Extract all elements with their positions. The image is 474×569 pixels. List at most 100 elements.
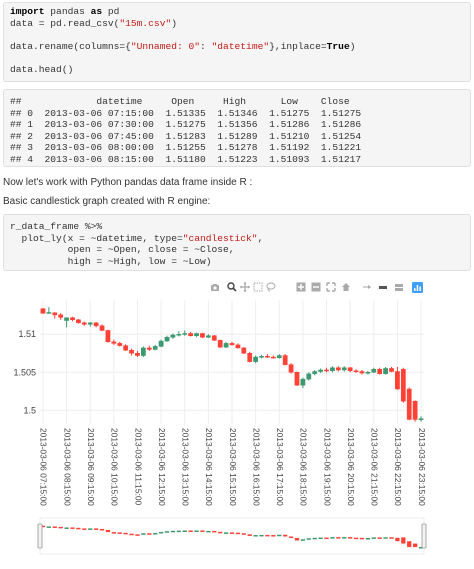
- candle-increasing[interactable]: [164, 337, 170, 342]
- range-slider-handle-right[interactable]: [421, 523, 427, 549]
- range-slider-handle-left[interactable]: [37, 523, 43, 549]
- zoom-out-icon[interactable]: [311, 282, 321, 292]
- candle-decreasing[interactable]: [270, 356, 276, 359]
- candle-decreasing[interactable]: [129, 349, 134, 354]
- candle-decreasing[interactable]: [93, 322, 99, 327]
- candle-increasing[interactable]: [87, 322, 93, 325]
- candle-decreasing[interactable]: [58, 314, 64, 318]
- candle-increasing[interactable]: [194, 333, 199, 337]
- slider-candle-decreasing: [288, 536, 294, 539]
- candle-decreasing[interactable]: [324, 369, 329, 372]
- lasso-icon[interactable]: [266, 282, 276, 292]
- candle-decreasing[interactable]: [217, 340, 223, 348]
- hover-closest-icon[interactable]: [378, 282, 388, 292]
- candle-increasing[interactable]: [152, 346, 158, 350]
- candle-decreasing[interactable]: [188, 333, 194, 337]
- candle-decreasing[interactable]: [294, 372, 300, 386]
- candle-decreasing[interactable]: [70, 317, 75, 321]
- candlestick-chart[interactable]: 1.5 1.505 1.51 2013-03-06 07:15:00 2013-03-0…: [0, 296, 474, 566]
- candle-decreasing[interactable]: [229, 343, 235, 346]
- code-block-python: import pandas as pd data = pd.read_csv("…: [3, 2, 471, 82]
- candle-decreasing[interactable]: [395, 371, 400, 390]
- candle-decreasing[interactable]: [40, 308, 46, 314]
- zoom-in-icon[interactable]: [296, 282, 306, 292]
- range-slider[interactable]: [39, 517, 425, 555]
- box-select-icon[interactable]: [253, 282, 263, 292]
- x-tick-label: 2013-03-06 21:15:00: [370, 428, 380, 506]
- candle-decreasing[interactable]: [359, 371, 365, 374]
- candle-increasing[interactable]: [141, 347, 146, 356]
- candle-increasing[interactable]: [223, 343, 229, 348]
- candle-increasing[interactable]: [205, 335, 211, 338]
- candle-increasing[interactable]: [46, 312, 52, 314]
- candle-increasing[interactable]: [371, 368, 377, 373]
- candle-decreasing[interactable]: [105, 330, 111, 343]
- candle-decreasing[interactable]: [335, 367, 341, 371]
- candle-increasing[interactable]: [158, 340, 164, 347]
- code-text: high = ~High, low = ~Low): [10, 255, 212, 267]
- camera-icon[interactable]: [210, 282, 220, 292]
- candle-decreasing[interactable]: [76, 319, 81, 324]
- code-text: pandas: [44, 6, 91, 17]
- x-tick-label: 2013-03-06 08:15:00: [62, 428, 72, 506]
- candle-decreasing[interactable]: [353, 370, 359, 372]
- candle-increasing[interactable]: [170, 334, 176, 338]
- candle-increasing[interactable]: [253, 356, 259, 362]
- candle-decreasing[interactable]: [211, 335, 217, 341]
- candle-decreasing[interactable]: [235, 344, 241, 349]
- candle-decreasing[interactable]: [389, 368, 394, 372]
- slider-candle-decreasing: [353, 537, 359, 540]
- candle-increasing[interactable]: [418, 418, 424, 420]
- code-bool: True: [326, 40, 350, 52]
- candle-decreasing[interactable]: [146, 347, 152, 350]
- autoscale-icon[interactable]: [326, 282, 336, 292]
- candle-increasing[interactable]: [259, 356, 264, 358]
- slider-candle-increasing: [277, 534, 282, 537]
- candle-decreasing[interactable]: [135, 353, 140, 356]
- candle-decreasing[interactable]: [288, 364, 294, 373]
- zoom-icon[interactable]: [227, 282, 237, 292]
- candle-decreasing[interactable]: [247, 353, 253, 362]
- reset-axes-icon[interactable]: [341, 282, 351, 292]
- candle-increasing[interactable]: [312, 371, 318, 375]
- candle-decreasing[interactable]: [241, 347, 247, 354]
- output-row: ## 0 2013-03-06 07:15:00 1.51335 1.51346…: [10, 107, 362, 119]
- candle-increasing[interactable]: [64, 317, 69, 321]
- candle-decreasing[interactable]: [377, 368, 383, 375]
- candle-increasing[interactable]: [318, 369, 323, 372]
- candle-increasing[interactable]: [182, 333, 188, 335]
- candle-decreasing[interactable]: [111, 341, 117, 344]
- candle-decreasing[interactable]: [347, 367, 353, 371]
- hover-compare-icon[interactable]: [394, 282, 404, 292]
- paragraph-intro: Now let's work with Python pandas data f…: [3, 177, 253, 188]
- candle-increasing[interactable]: [276, 355, 282, 359]
- candle-increasing[interactable]: [176, 333, 182, 336]
- candle-decreasing[interactable]: [200, 333, 205, 338]
- slider-candle-increasing: [164, 531, 170, 533]
- pan-icon[interactable]: [240, 282, 250, 292]
- candle-increasing[interactable]: [306, 373, 312, 380]
- candle-increasing[interactable]: [365, 372, 371, 374]
- candle-decreasing[interactable]: [117, 343, 123, 346]
- candle-increasing[interactable]: [300, 378, 306, 386]
- candle-decreasing[interactable]: [99, 325, 105, 331]
- candle-decreasing[interactable]: [282, 355, 288, 365]
- candle-increasing[interactable]: [330, 367, 335, 371]
- plotly-logo-icon[interactable]: [412, 282, 423, 293]
- candle-increasing[interactable]: [383, 368, 388, 375]
- candle-decreasing[interactable]: [52, 312, 58, 316]
- candle-decreasing[interactable]: [406, 388, 412, 420]
- slider-candle-increasing: [306, 538, 311, 540]
- candle-decreasing[interactable]: [412, 400, 418, 420]
- slider-candle-increasing: [206, 530, 211, 533]
- candle-decreasing[interactable]: [400, 368, 406, 402]
- slider-candle-decreasing: [105, 529, 111, 533]
- spike-lines-icon[interactable]: [362, 282, 372, 292]
- candle-decreasing[interactable]: [123, 345, 129, 351]
- output-row: ## 1 2013-03-06 07:30:00 1.51275 1.51356…: [10, 119, 362, 130]
- candle-decreasing[interactable]: [265, 356, 270, 358]
- candle-increasing[interactable]: [341, 367, 347, 371]
- slider-candle-decreasing: [129, 533, 134, 536]
- candle-decreasing[interactable]: [81, 322, 87, 325]
- code-string: "Unnamed: 0": [130, 40, 200, 52]
